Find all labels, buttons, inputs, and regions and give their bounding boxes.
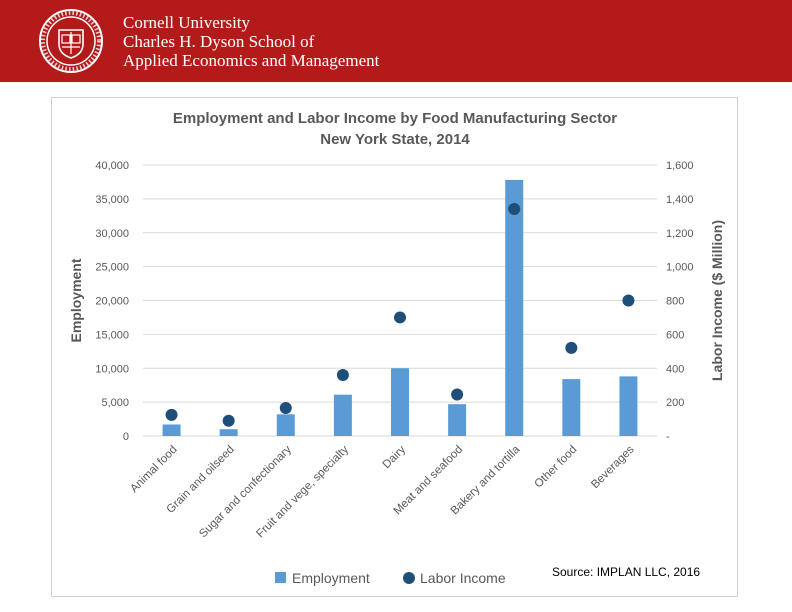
bar-employment [162, 424, 181, 436]
y2-tick-label: 1,200 [666, 228, 694, 240]
point-labor-income [394, 311, 406, 324]
y-tick-label: 10,000 [95, 363, 129, 375]
legend-swatch-labor-income [403, 572, 415, 584]
y2-tick-label: 1,000 [666, 262, 694, 274]
y2-axis-label: Labor Income ($ Million) [709, 220, 725, 381]
y-axis-label: Employment [68, 258, 84, 342]
chart-frame: Employment and Labor Income by Food Manu… [51, 97, 738, 597]
x-tick-label: Fruit and vege, specialty [254, 443, 351, 540]
x-tick-label: Other food [533, 444, 580, 491]
x-tick-label: Sugar and confectionary [197, 443, 294, 540]
y-tick-label: 15,000 [95, 329, 129, 341]
bar-employment [333, 394, 352, 436]
y-tick-label: 25,000 [95, 262, 129, 274]
bar-employment [219, 429, 238, 436]
point-labor-income [222, 414, 235, 427]
bar-employment [391, 368, 409, 436]
x-tick-label: Beverages [589, 443, 637, 491]
institution-line-1: Cornell University [123, 13, 251, 32]
point-labor-income [279, 402, 292, 415]
y2-tick-label: 1,600 [666, 160, 694, 172]
y-tick-label: 20,000 [95, 296, 129, 308]
bar-employment [562, 379, 581, 436]
y2-tick-label: - [666, 431, 670, 443]
point-labor-income [565, 341, 578, 354]
legend-label-employment: Employment [292, 570, 370, 586]
chart-title: Employment and Labor Income by Food Manu… [173, 110, 617, 127]
institution-line-3: Applied Economics and Management [123, 51, 380, 70]
y-tick-label: 30,000 [95, 228, 129, 240]
bar-employment [276, 414, 295, 436]
header-banner: Cornell University Charles H. Dyson Scho… [0, 0, 792, 82]
source-note: Source: IMPLAN LLC, 2016 [552, 565, 701, 579]
legend-label-labor-income: Labor Income [420, 570, 506, 586]
y-tick-label: 35,000 [95, 194, 129, 206]
chart: Employment and Labor Income by Food Manu… [68, 110, 725, 586]
cornell-seal-logo [39, 9, 103, 73]
x-tick-label: Dairy [381, 443, 409, 471]
institution-name: Cornell University Charles H. Dyson Scho… [123, 13, 379, 70]
institution-line-2: Charles H. Dyson School of [123, 32, 315, 51]
x-tick-label: Animal food [128, 444, 179, 495]
y-tick-label: 40,000 [95, 160, 129, 172]
point-labor-income [451, 388, 464, 401]
y2-tick-label: 1,400 [666, 194, 694, 206]
point-labor-income [165, 408, 178, 421]
legend-swatch-employment [275, 572, 286, 583]
bar-employment [448, 404, 467, 436]
point-labor-income [508, 203, 521, 216]
y2-tick-label: 600 [666, 329, 684, 341]
y2-tick-label: 200 [666, 397, 684, 409]
bar-employment [619, 376, 638, 436]
chart-subtitle: New York State, 2014 [320, 131, 470, 148]
y-tick-label: 0 [123, 431, 129, 443]
point-labor-income [622, 294, 635, 307]
point-labor-income [336, 369, 349, 382]
y2-tick-label: 800 [666, 296, 684, 308]
y-tick-label: 5,000 [101, 397, 129, 409]
y2-tick-label: 400 [666, 363, 684, 375]
bar-employment [505, 179, 524, 436]
